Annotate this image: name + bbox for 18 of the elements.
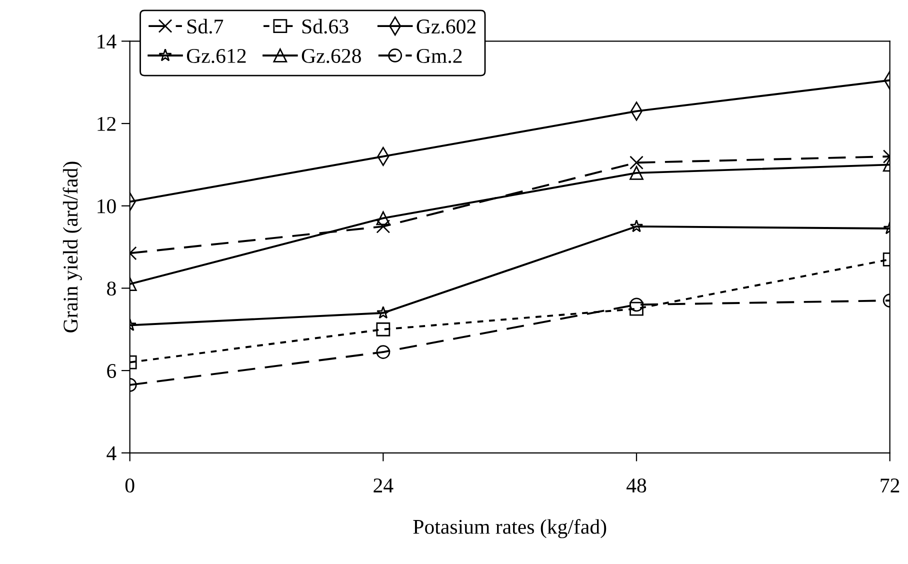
y-tick-label: 14 xyxy=(98,34,116,48)
y-tick-label: 6 xyxy=(107,364,116,378)
legend-label: Gz.612 xyxy=(186,48,246,64)
x-tick-label: 48 xyxy=(626,478,646,493)
legend-label: Gz.602 xyxy=(416,19,476,34)
legend-label: Gm.2 xyxy=(416,48,462,64)
y-tick-label: 8 xyxy=(107,282,116,296)
legend-label: Gz.628 xyxy=(302,48,361,64)
x-tick-label: 24 xyxy=(374,478,394,492)
legend-label: Sd.7 xyxy=(187,18,224,34)
legend-label: Sd.63 xyxy=(302,18,348,34)
x-tick-label: 0 xyxy=(125,478,134,493)
x-tick-label: 72 xyxy=(880,478,900,492)
y-tick-label: 4 xyxy=(106,446,116,460)
y-axis-title: Grain yield (ard/fad) xyxy=(62,162,82,332)
y-tick-label: 12 xyxy=(98,116,116,131)
y-tick-label: 10 xyxy=(98,199,116,214)
x-axis-title: Potasium rates (kg/fad) xyxy=(413,519,606,538)
